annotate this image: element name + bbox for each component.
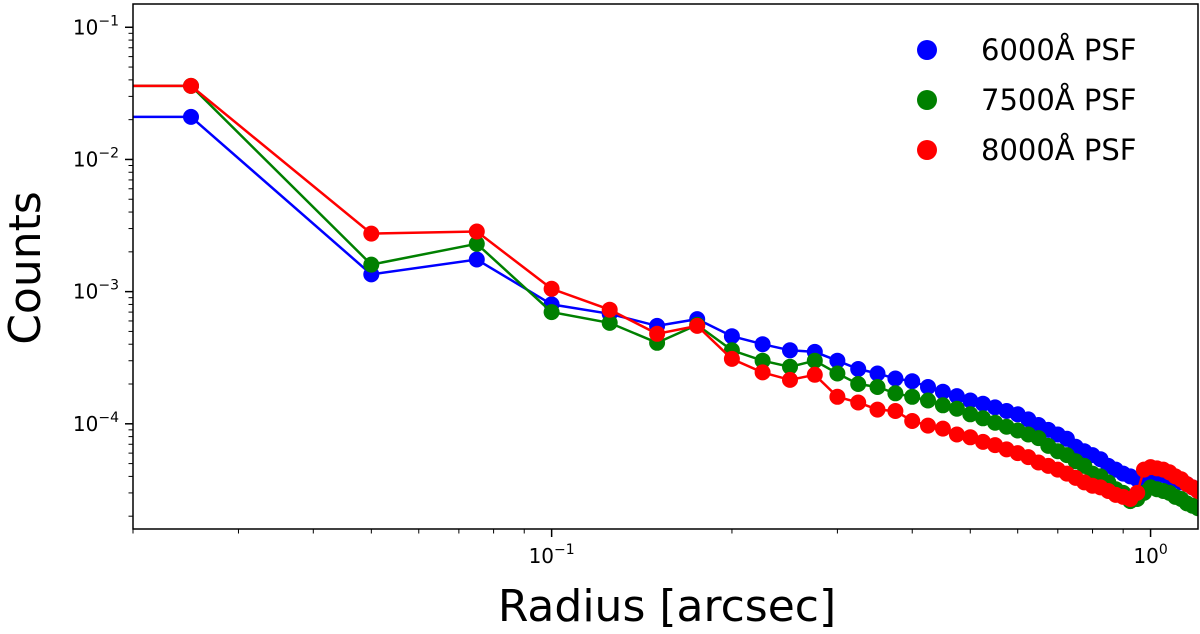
data-point-s2-11 [806, 366, 823, 383]
data-point-s2-21 [975, 433, 991, 450]
y-axis-label: Counts [0, 191, 51, 345]
data-point-s2-3 [468, 223, 485, 240]
x-tick-label: 100 [1133, 542, 1167, 568]
data-point-s2-15 [887, 403, 904, 419]
ticks-layer [125, 26, 1152, 537]
data-point-s2-6 [649, 325, 666, 342]
data-point-s2-38 [1129, 484, 1146, 501]
data-point-s1-9 [754, 352, 771, 369]
data-point-s2-7 [689, 317, 706, 334]
x-tick-label: 10−1 [529, 542, 575, 568]
data-point-s1-13 [850, 376, 867, 392]
data-point-s2-9 [754, 364, 771, 381]
legend-label-0: 6000Å PSF [981, 33, 1136, 67]
data-point-s0-19 [948, 388, 965, 405]
data-point-s0-21 [975, 395, 991, 412]
data-point-s2-16 [904, 413, 921, 429]
data-point-s1-12 [829, 365, 846, 382]
data-point-s1-48 [1190, 500, 1198, 517]
y-tick-label: 10−3 [73, 278, 119, 304]
data-point-s1-15 [887, 385, 904, 402]
data-point-s1-18 [934, 397, 951, 414]
data-point-s2-12 [829, 388, 846, 405]
data-point-s1-4 [543, 304, 560, 321]
data-point-s1-21 [975, 410, 991, 427]
data-point-s0-20 [962, 392, 979, 409]
data-point-s1-20 [962, 406, 979, 423]
y-tick-label: 10−1 [73, 13, 119, 39]
data-point-s1-2 [363, 256, 380, 273]
legend-marker-1 [917, 90, 937, 110]
data-point-s2-17 [920, 417, 936, 434]
legend-label-2: 8000Å PSF [981, 133, 1136, 167]
data-point-s1-17 [920, 392, 936, 409]
legend-marker-0 [917, 40, 937, 60]
y-tick-label: 10−4 [73, 410, 119, 436]
data-point-s1-16 [904, 388, 921, 405]
data-point-s0-13 [850, 361, 867, 377]
data-point-s1-10 [782, 358, 798, 375]
data-point-s2-13 [850, 394, 867, 411]
data-point-s0-18 [934, 383, 951, 400]
data-point-s1-11 [806, 352, 823, 369]
data-point-s0-17 [920, 379, 936, 395]
y-tick-label: 10−2 [73, 145, 119, 171]
data-point-s0-1 [183, 108, 199, 125]
data-point-s2-48 [1190, 483, 1198, 499]
series-layer [133, 77, 1198, 517]
data-point-s1-14 [869, 379, 886, 395]
data-point-s2-1 [183, 77, 199, 94]
legend: 6000Å PSF 7500Å PSF 8000Å PSF [917, 33, 1136, 167]
data-point-s1-5 [601, 314, 618, 331]
data-point-s2-20 [962, 429, 979, 446]
data-point-s0-3 [468, 251, 485, 268]
data-point-s2-2 [363, 225, 380, 242]
data-point-s0-16 [904, 373, 921, 390]
data-point-s0-9 [754, 336, 771, 353]
data-point-s1-3 [468, 235, 485, 252]
data-point-s0-12 [829, 352, 846, 369]
data-point-s2-14 [869, 401, 886, 418]
x-axis-label: Radius [arcsec] [498, 581, 836, 632]
data-point-s2-10 [782, 371, 798, 388]
data-point-s2-8 [723, 350, 740, 367]
legend-label-1: 7500Å PSF [981, 83, 1136, 117]
plot-frame [132, 3, 1199, 530]
data-point-s0-8 [723, 328, 740, 345]
data-point-s2-18 [934, 420, 951, 437]
data-point-s2-19 [948, 426, 965, 443]
data-point-s1-19 [948, 400, 965, 417]
data-point-s0-10 [782, 342, 798, 359]
data-point-s2-5 [601, 301, 618, 318]
legend-marker-2 [917, 140, 937, 160]
data-point-s2-4 [543, 280, 560, 297]
tick-label-layer: 10−1 100 10−1 10−2 10−3 10−4 [73, 13, 1168, 568]
data-point-s0-15 [887, 370, 904, 387]
data-point-s0-14 [869, 365, 886, 382]
